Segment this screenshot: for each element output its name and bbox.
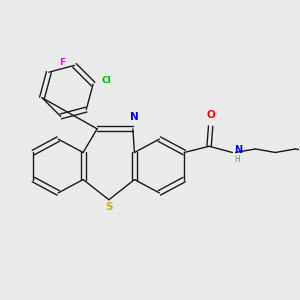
- Text: H: H: [234, 155, 240, 164]
- Text: N: N: [130, 112, 139, 122]
- Text: Cl: Cl: [102, 76, 112, 85]
- Text: N: N: [234, 145, 242, 155]
- Text: F: F: [60, 58, 66, 67]
- Text: O: O: [206, 110, 215, 120]
- Text: S: S: [105, 202, 113, 212]
